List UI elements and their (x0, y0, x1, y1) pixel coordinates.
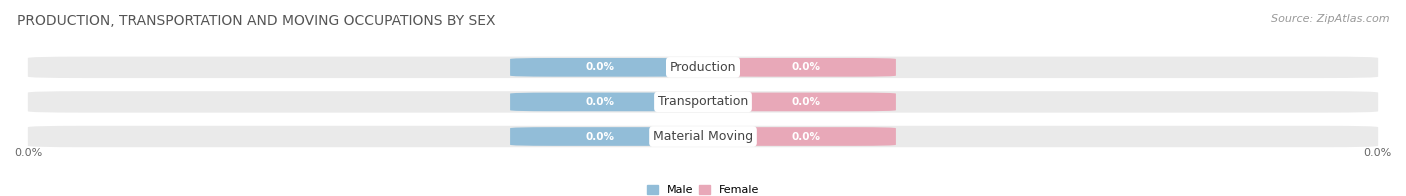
Text: Source: ZipAtlas.com: Source: ZipAtlas.com (1271, 14, 1389, 24)
FancyBboxPatch shape (510, 93, 689, 111)
Text: 0.0%: 0.0% (585, 97, 614, 107)
FancyBboxPatch shape (28, 91, 1378, 113)
Text: 0.0%: 0.0% (1364, 148, 1392, 158)
FancyBboxPatch shape (28, 126, 1378, 147)
Text: Production: Production (669, 61, 737, 74)
Text: Material Moving: Material Moving (652, 130, 754, 143)
FancyBboxPatch shape (717, 127, 896, 146)
Text: 0.0%: 0.0% (792, 97, 821, 107)
Text: Transportation: Transportation (658, 95, 748, 108)
FancyBboxPatch shape (28, 57, 1378, 78)
Text: PRODUCTION, TRANSPORTATION AND MOVING OCCUPATIONS BY SEX: PRODUCTION, TRANSPORTATION AND MOVING OC… (17, 14, 495, 28)
FancyBboxPatch shape (717, 58, 896, 77)
Text: 0.0%: 0.0% (585, 132, 614, 142)
FancyBboxPatch shape (510, 127, 689, 146)
FancyBboxPatch shape (510, 58, 689, 77)
FancyBboxPatch shape (717, 93, 896, 111)
Text: 0.0%: 0.0% (792, 132, 821, 142)
Text: 0.0%: 0.0% (14, 148, 42, 158)
Text: 0.0%: 0.0% (792, 62, 821, 72)
Text: 0.0%: 0.0% (585, 62, 614, 72)
Legend: Male, Female: Male, Female (643, 181, 763, 196)
